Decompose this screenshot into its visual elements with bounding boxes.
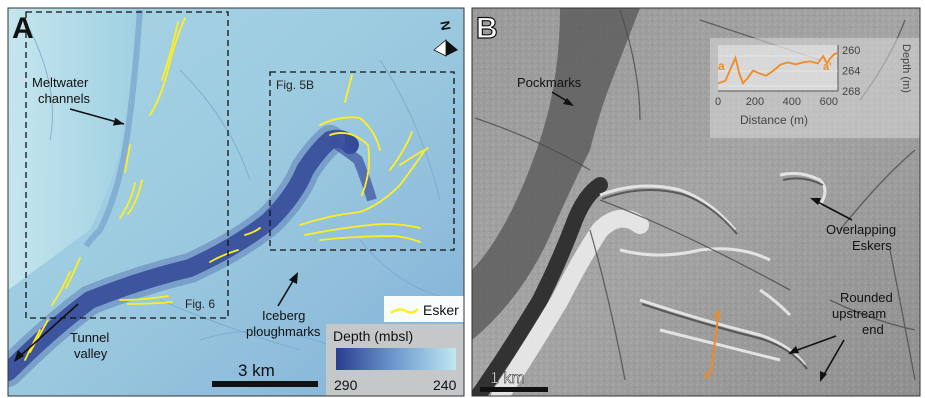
dark-slope	[472, 8, 640, 340]
figure-extent-boxes	[25, 11, 455, 319]
esker-legend-swatch	[390, 308, 419, 314]
valley-branch	[327, 135, 377, 202]
panel-a-letter: A	[12, 12, 34, 45]
scale-bar-b: 1 km	[480, 370, 548, 392]
rounded-arrow-2	[821, 339, 845, 379]
meltwater-channel-trough	[83, 9, 143, 248]
esker-legend: Esker	[384, 296, 464, 322]
scale-bar-a-label: 3 km	[238, 361, 275, 380]
iceberg-label-1: Iceberg	[262, 308, 305, 323]
fig5b-extent-box	[269, 71, 455, 251]
esker-legend-label: Esker	[423, 302, 459, 318]
inset-plot-area	[718, 45, 838, 91]
inset-ytick-label: 260	[842, 45, 860, 57]
iceberg-ploughmark-lines	[29, 29, 456, 351]
inset-xticks: 0 200 400 600	[715, 96, 838, 108]
ridge-shadows	[601, 177, 824, 370]
north-label: N	[437, 20, 453, 32]
scale-bar-a: 3 km	[212, 361, 318, 387]
valley-highlight	[491, 209, 649, 396]
panel-b: B Pockmarks Overlapping Eskers Rounded u…	[472, 8, 920, 396]
inset-end-label: a'	[823, 61, 832, 73]
inset-xtick-label: 400	[783, 96, 801, 108]
overlapping-label-2: Eskers	[852, 238, 892, 253]
iceberg-label-2: ploughmarks	[246, 324, 321, 339]
rounded-arrow-1	[791, 335, 837, 353]
tunnel-valley-flank	[8, 125, 345, 387]
inset-yticks: 260 264 268	[842, 45, 860, 98]
inset-ylabel: Depth (m)	[900, 44, 912, 93]
depth-min-label: 290	[334, 377, 358, 393]
shallow-shelf	[8, 8, 140, 290]
scale-bar-b-label: 1 km	[490, 370, 525, 387]
depth-legend-title: Depth (mbsl)	[333, 328, 413, 344]
depth-legend: Depth (mbsl) 290 240	[326, 324, 464, 396]
inset-series-line	[717, 51, 839, 86]
panel-b-letter: B	[476, 12, 498, 45]
profile-line-path	[710, 309, 720, 373]
tunnel-arrow	[17, 303, 79, 359]
overlapping-arrow	[813, 199, 853, 221]
rounded-label-3: end	[862, 322, 884, 337]
profile-line: a a'	[704, 307, 721, 381]
scale-bar-a-bar	[212, 381, 318, 387]
tunnel-label-1: Tunnel	[70, 330, 109, 345]
inset-xtick-label: 600	[820, 96, 838, 108]
depth-colorbar	[336, 348, 456, 370]
pockmarks-label: Pockmarks	[517, 75, 582, 90]
depth-max-label: 240	[433, 377, 457, 393]
inset-start-label: a	[718, 59, 725, 73]
north-arrow: N	[433, 20, 458, 57]
rounded-label-1: Rounded	[840, 290, 893, 305]
tunnel-valley	[8, 129, 359, 381]
panel-a: A N Meltwater channels Fig. 5B Fig. 6 Ic…	[8, 8, 464, 396]
inset-xtick-label: 0	[715, 96, 721, 108]
inset-xlabel: Distance (m)	[740, 113, 808, 127]
fig5b-label: Fig. 5B	[276, 78, 314, 92]
profile-end-label: a'	[704, 367, 714, 381]
valley-shadow	[472, 177, 608, 396]
inset-ytick-label: 264	[842, 66, 860, 78]
tunnel-label-2: valley	[74, 346, 108, 361]
fig6-label: Fig. 6	[185, 297, 215, 311]
overlapping-label-1: Overlapping	[826, 222, 896, 237]
scale-bar-b-bar	[480, 387, 548, 392]
profile-inset: 0 200 400 600 260 264 268 a a' Distance (m) D…	[710, 38, 920, 138]
north-arrow-icon	[446, 40, 458, 56]
inset-ytick-label: 268	[842, 86, 860, 98]
profile-start-label: a	[714, 307, 721, 321]
meltwater-label-1: Meltwater	[32, 75, 89, 90]
rounded-label-2: upstream	[832, 306, 886, 321]
panel-b-border	[471, 7, 921, 397]
meltwater-label-2: channels	[38, 91, 91, 106]
panel-a-border	[7, 7, 465, 397]
inset-xtick-label: 200	[746, 96, 764, 108]
fig6-extent-box	[25, 11, 229, 319]
